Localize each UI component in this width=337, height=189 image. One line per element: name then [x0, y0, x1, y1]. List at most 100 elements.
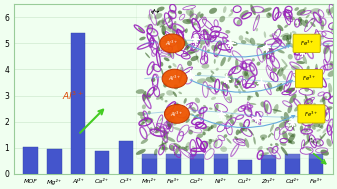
Ellipse shape — [302, 55, 307, 64]
Ellipse shape — [318, 15, 321, 22]
Ellipse shape — [274, 39, 280, 43]
Ellipse shape — [247, 108, 250, 112]
Ellipse shape — [313, 18, 317, 22]
Ellipse shape — [239, 123, 247, 132]
Ellipse shape — [288, 132, 294, 137]
Ellipse shape — [189, 105, 192, 110]
Ellipse shape — [189, 113, 194, 116]
Ellipse shape — [281, 59, 288, 67]
Ellipse shape — [211, 97, 216, 100]
Ellipse shape — [277, 84, 281, 89]
Ellipse shape — [329, 90, 331, 99]
Ellipse shape — [241, 40, 246, 44]
Ellipse shape — [242, 90, 246, 92]
Ellipse shape — [245, 72, 254, 77]
Ellipse shape — [269, 147, 274, 153]
Ellipse shape — [141, 139, 148, 144]
Ellipse shape — [306, 14, 310, 18]
Ellipse shape — [253, 136, 256, 145]
Ellipse shape — [210, 74, 213, 79]
Ellipse shape — [187, 43, 189, 53]
Ellipse shape — [200, 142, 203, 145]
Ellipse shape — [224, 114, 230, 118]
Ellipse shape — [144, 117, 148, 122]
Ellipse shape — [214, 59, 216, 64]
Ellipse shape — [322, 96, 326, 106]
Ellipse shape — [286, 41, 291, 46]
Ellipse shape — [306, 66, 310, 71]
Ellipse shape — [220, 57, 226, 66]
Ellipse shape — [164, 26, 173, 32]
Ellipse shape — [239, 83, 243, 91]
Ellipse shape — [295, 23, 297, 26]
Ellipse shape — [270, 143, 273, 146]
Ellipse shape — [249, 103, 256, 105]
Ellipse shape — [275, 127, 280, 131]
Text: $Fe^{3+}$: $Fe^{3+}$ — [300, 39, 314, 48]
Ellipse shape — [278, 67, 283, 77]
Ellipse shape — [206, 77, 214, 83]
Ellipse shape — [164, 37, 169, 42]
Ellipse shape — [288, 54, 293, 60]
Ellipse shape — [154, 149, 158, 156]
Ellipse shape — [223, 6, 226, 13]
Ellipse shape — [280, 33, 288, 37]
Ellipse shape — [200, 13, 204, 18]
Ellipse shape — [181, 29, 186, 33]
Ellipse shape — [272, 109, 282, 112]
Ellipse shape — [216, 68, 219, 71]
Ellipse shape — [216, 121, 223, 124]
Ellipse shape — [161, 68, 164, 77]
Ellipse shape — [248, 129, 254, 136]
Ellipse shape — [163, 83, 167, 88]
Ellipse shape — [161, 18, 165, 24]
Ellipse shape — [193, 22, 197, 25]
Ellipse shape — [228, 74, 233, 83]
Ellipse shape — [211, 45, 217, 51]
Ellipse shape — [246, 31, 249, 34]
Ellipse shape — [157, 20, 161, 26]
Ellipse shape — [193, 114, 199, 120]
Ellipse shape — [235, 59, 239, 70]
Ellipse shape — [256, 28, 258, 31]
Ellipse shape — [307, 40, 309, 51]
Ellipse shape — [299, 19, 308, 27]
Ellipse shape — [161, 26, 166, 35]
Ellipse shape — [151, 78, 155, 82]
Ellipse shape — [255, 91, 259, 97]
Ellipse shape — [307, 114, 312, 121]
Ellipse shape — [161, 130, 169, 134]
Ellipse shape — [327, 106, 333, 110]
Ellipse shape — [320, 125, 324, 129]
Ellipse shape — [283, 11, 286, 16]
Ellipse shape — [200, 44, 203, 49]
Ellipse shape — [203, 105, 206, 108]
Ellipse shape — [264, 31, 266, 38]
Ellipse shape — [165, 136, 175, 142]
Ellipse shape — [188, 130, 193, 135]
Ellipse shape — [321, 107, 326, 114]
Ellipse shape — [202, 64, 209, 69]
Ellipse shape — [287, 105, 292, 113]
Ellipse shape — [273, 104, 279, 114]
Ellipse shape — [266, 113, 268, 116]
Ellipse shape — [305, 94, 309, 104]
Ellipse shape — [156, 20, 165, 26]
Ellipse shape — [159, 117, 163, 122]
Ellipse shape — [315, 64, 318, 74]
Ellipse shape — [164, 57, 170, 61]
Ellipse shape — [142, 93, 150, 101]
Ellipse shape — [160, 34, 185, 53]
Ellipse shape — [280, 142, 286, 146]
Ellipse shape — [265, 54, 269, 59]
Ellipse shape — [296, 61, 305, 64]
Ellipse shape — [312, 90, 315, 95]
Ellipse shape — [174, 21, 176, 24]
Ellipse shape — [180, 67, 184, 71]
Ellipse shape — [148, 26, 152, 31]
Ellipse shape — [237, 138, 246, 141]
Ellipse shape — [234, 85, 238, 88]
Ellipse shape — [226, 96, 231, 100]
Ellipse shape — [304, 119, 307, 122]
Ellipse shape — [184, 98, 187, 104]
